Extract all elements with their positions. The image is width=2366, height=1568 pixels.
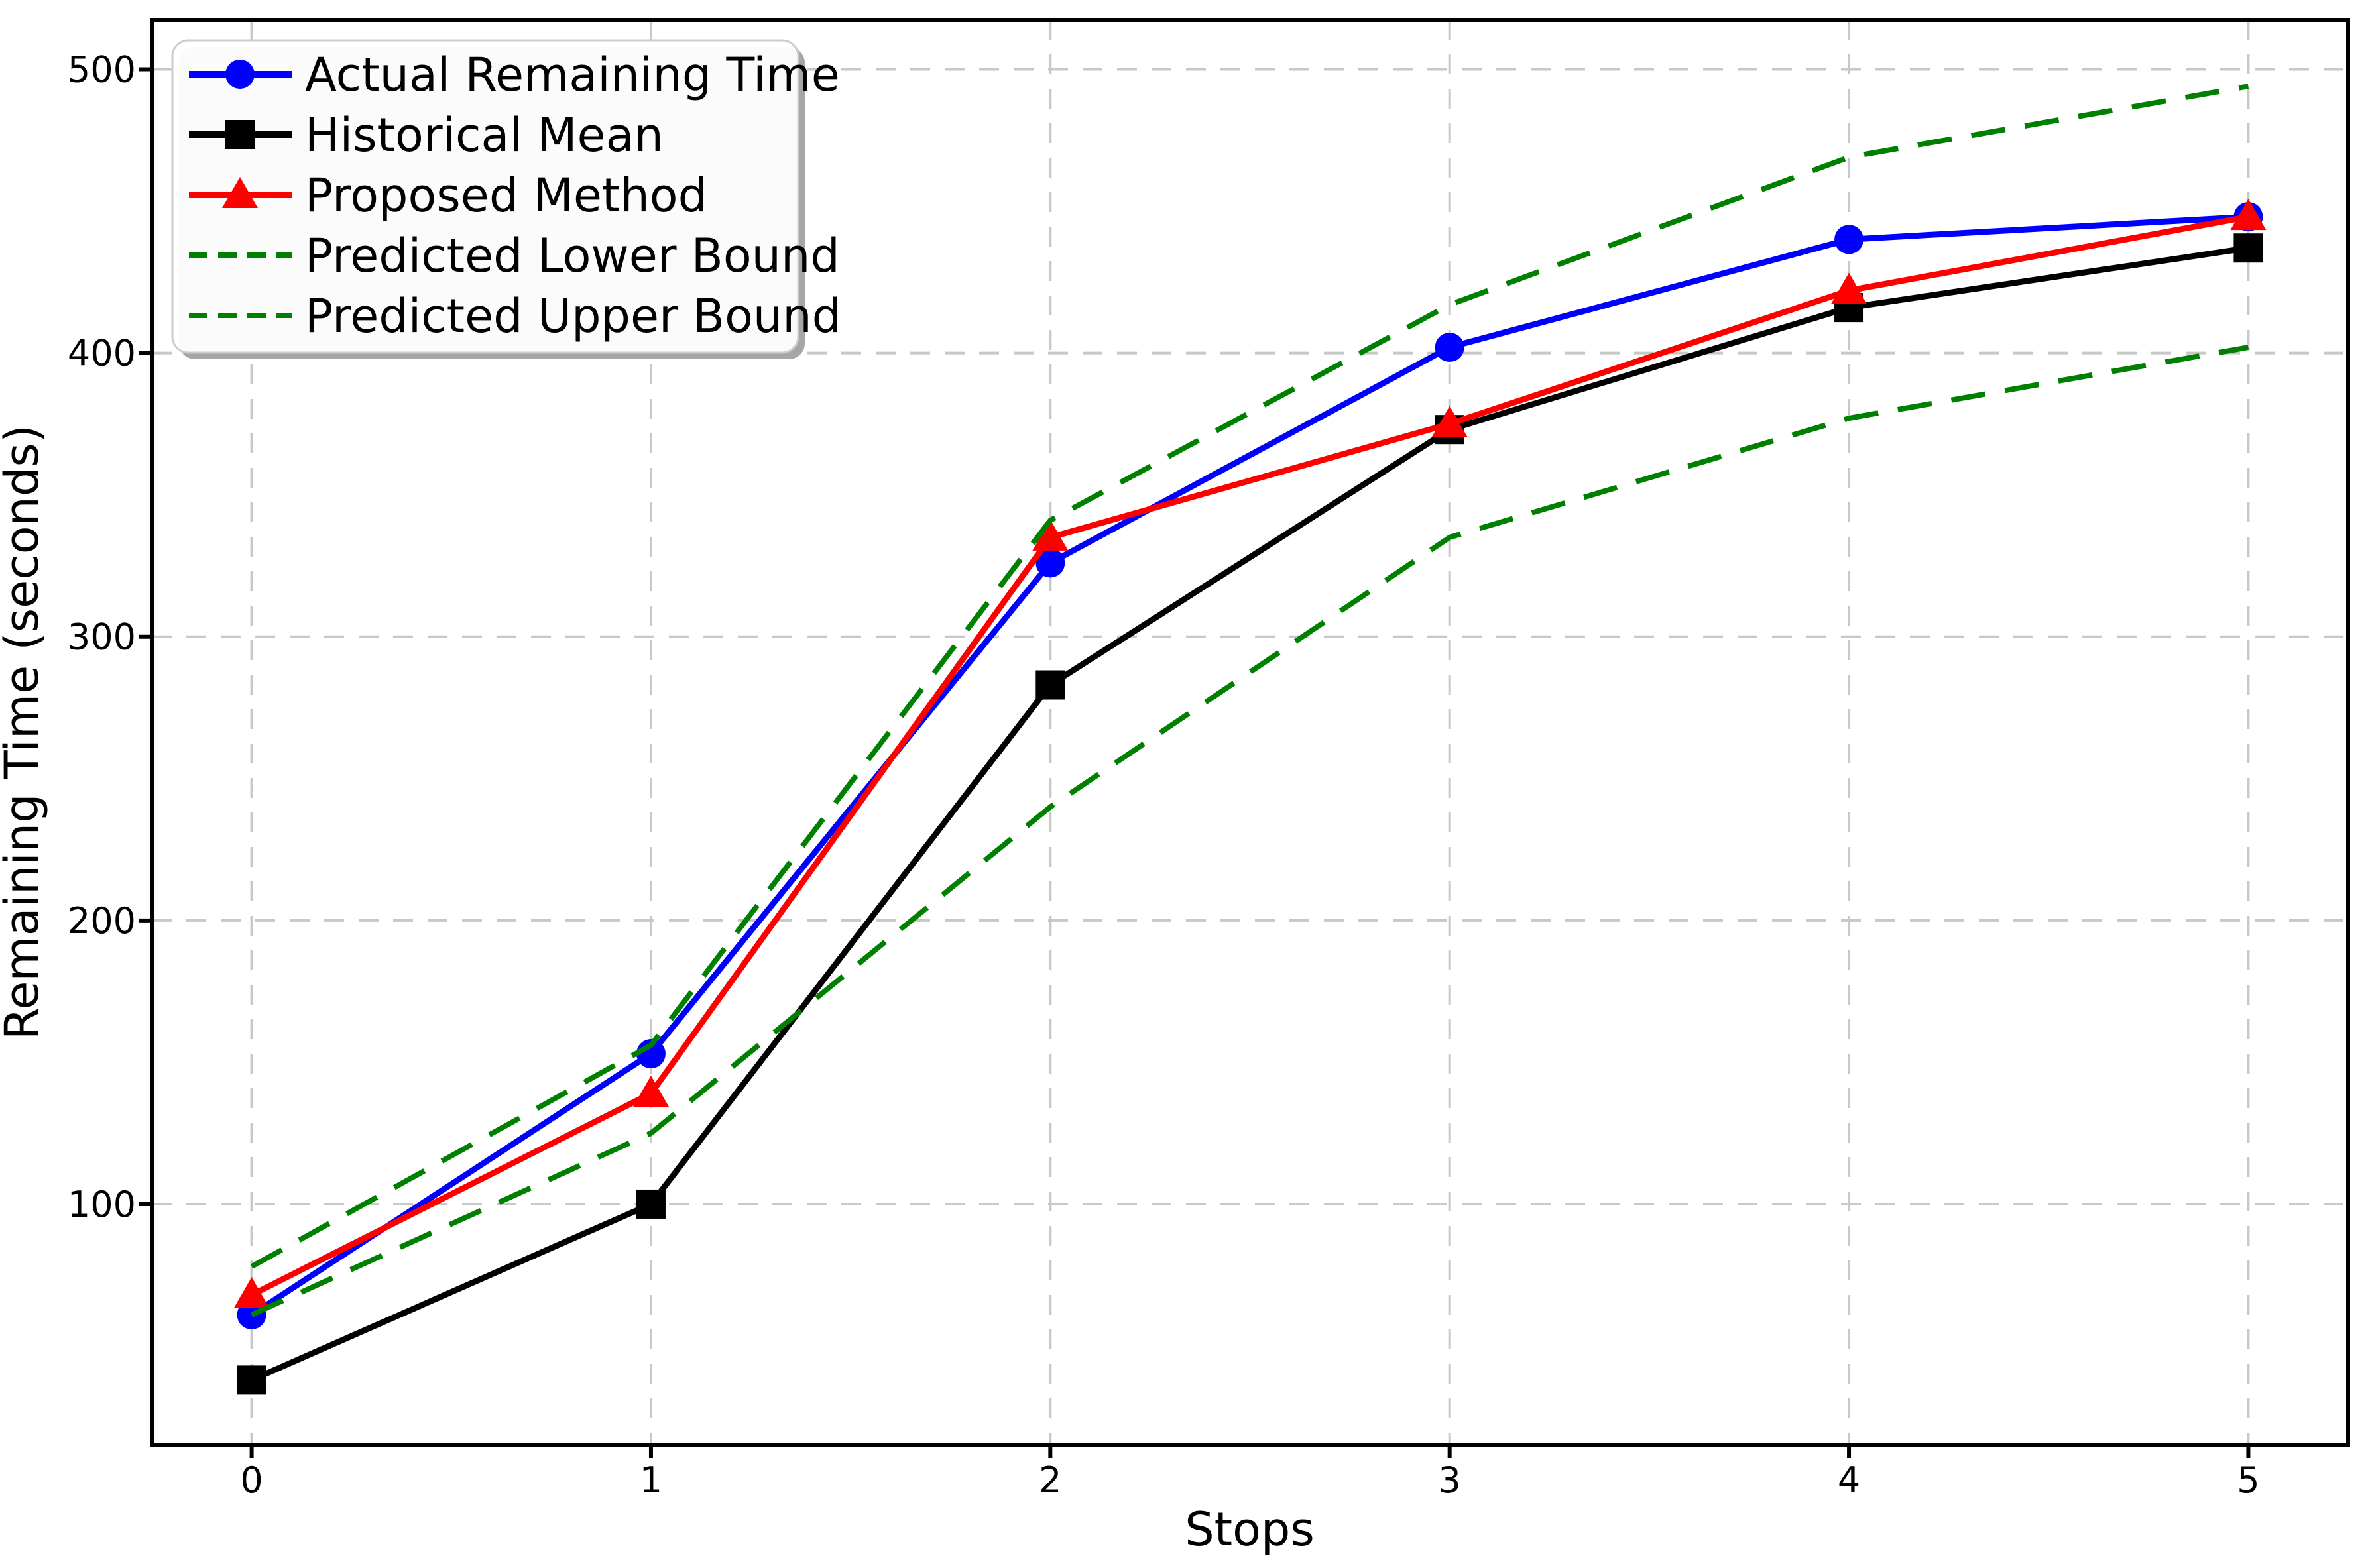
- legend-item: Predicted Lower Bound: [189, 229, 840, 283]
- x-tick-label: 3: [1439, 1459, 1461, 1501]
- circle-marker: [1035, 548, 1065, 578]
- series-line: [250, 245, 2249, 1383]
- series-line: [250, 213, 2249, 1317]
- y-tick-label: 300: [68, 616, 136, 658]
- square-marker: [2233, 233, 2263, 263]
- axis-ticks: [139, 67, 2251, 1458]
- x-tick-label: 1: [640, 1459, 662, 1501]
- triangle-marker: [233, 1276, 270, 1308]
- series-predicted-lower-bound: [250, 345, 2249, 1317]
- triangle-marker: [2230, 199, 2267, 231]
- square-marker: [225, 120, 255, 149]
- legend-item-label: Predicted Upper Bound: [305, 289, 841, 343]
- y-tick-label: 400: [68, 333, 136, 374]
- legend-item-label: Historical Mean: [305, 108, 664, 162]
- legend-item: Actual Remaining Time: [189, 48, 840, 102]
- axis-tick-labels: 0 1 2 3 4 5 100 200 300 400 500: [68, 48, 2260, 1501]
- legend: Actual Remaining Time Historical Mean Prop…: [171, 39, 841, 359]
- x-tick-label: 2: [1039, 1459, 1061, 1501]
- square-marker: [1035, 670, 1065, 700]
- square-marker: [237, 1365, 266, 1395]
- triangle-marker: [632, 1075, 669, 1107]
- legend-item-label: Actual Remaining Time: [305, 48, 840, 102]
- triangle-marker: [1831, 272, 1867, 304]
- y-tick-label: 500: [68, 48, 136, 90]
- series-proposed-method: [233, 199, 2267, 1308]
- legend-item: Historical Mean: [189, 108, 664, 162]
- triangle-marker: [1431, 406, 1468, 437]
- series-actual-remaining-time: [237, 202, 2263, 1329]
- circle-marker: [1435, 333, 1464, 363]
- x-tick-label: 4: [1838, 1459, 1860, 1501]
- legend-item: Proposed Method: [189, 168, 707, 223]
- x-axis-label: Stops: [1185, 1502, 1315, 1557]
- data-series: [233, 84, 2267, 1395]
- y-tick-label: 100: [68, 1184, 136, 1225]
- x-tick-label: 5: [2237, 1459, 2259, 1501]
- legend-item-label: Proposed Method: [305, 168, 707, 223]
- triangle-marker: [222, 177, 258, 208]
- circle-marker: [1834, 225, 1864, 254]
- triangle-marker: [1032, 519, 1069, 551]
- legend-item-label: Predicted Lower Bound: [305, 229, 840, 283]
- plot-border: [150, 18, 2350, 1447]
- legend-item: Predicted Upper Bound: [189, 289, 841, 343]
- x-tick-label: 0: [240, 1459, 263, 1501]
- y-tick-label: 200: [68, 900, 136, 942]
- legend-box: [171, 39, 799, 354]
- y-axis-label: Remaining Time (seconds): [0, 425, 49, 1040]
- series-line: [250, 345, 2249, 1317]
- series-line: [250, 213, 2249, 1298]
- circle-marker: [225, 60, 255, 89]
- series-historical-mean: [237, 233, 2263, 1395]
- square-marker: [636, 1189, 666, 1219]
- axes-spines: [150, 18, 2350, 1447]
